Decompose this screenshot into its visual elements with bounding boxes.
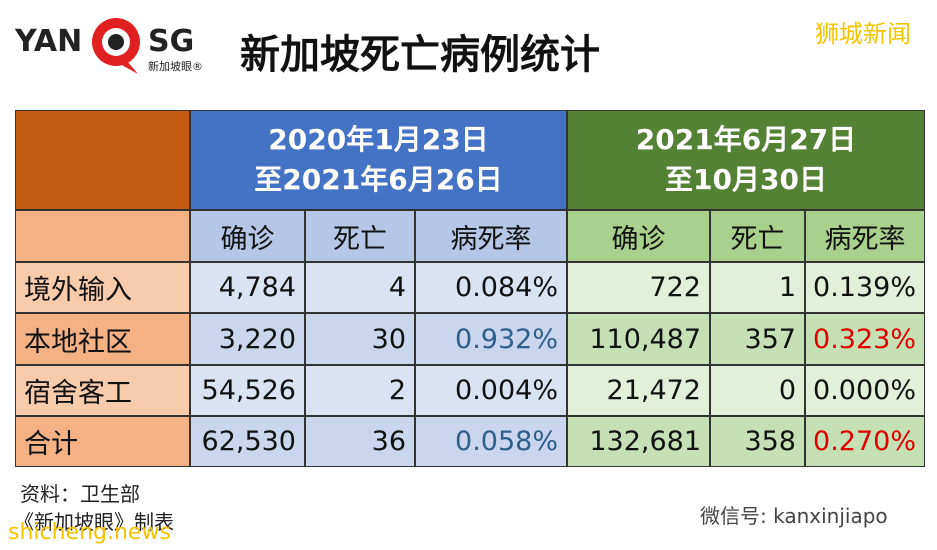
- column-label: 死亡: [730, 223, 785, 255]
- data-cell: 0.004%: [415, 365, 567, 416]
- data-cell: 358: [710, 416, 805, 467]
- period-header: 2021年6月27日 至10月30日: [567, 110, 925, 210]
- column-header: 死亡: [305, 210, 415, 262]
- cell-value: 357: [744, 323, 796, 355]
- data-cell: 3,220: [190, 313, 305, 365]
- cell-value: 0.058%: [455, 426, 558, 457]
- row-label-cell: 宿舍客工: [15, 365, 190, 416]
- cell-value: 0.084%: [455, 272, 558, 303]
- data-cell: 357: [710, 313, 805, 365]
- logo-icon: [92, 18, 140, 74]
- cell-value: 1: [778, 272, 796, 303]
- data-cell: 0.058%: [415, 416, 567, 467]
- cell-value: 0: [778, 375, 796, 406]
- row-label-cell: 本地社区: [15, 313, 190, 365]
- period-line: 2020年1月23日: [268, 123, 489, 156]
- row-label-cell: 合计: [15, 416, 190, 467]
- data-cell: 0.323%: [805, 313, 925, 365]
- column-label: 病死率: [824, 223, 906, 255]
- data-cell: 62,530: [190, 416, 305, 467]
- title: 新加坡死亡病例统计: [240, 32, 600, 78]
- data-cell: 0.932%: [415, 313, 567, 365]
- data-cell: 0.139%: [805, 262, 925, 313]
- period-line: 至10月30日: [665, 163, 827, 196]
- footer-maker: 《新加坡眼》制表: [14, 510, 174, 534]
- row-label: 境外输入: [24, 275, 132, 306]
- watermark: 狮城新闻: [815, 20, 911, 48]
- cell-value: 30: [371, 323, 406, 355]
- data-cell: 21,472: [567, 365, 710, 416]
- data-cell: 1: [710, 262, 805, 313]
- cell-value: 0.139%: [813, 272, 916, 303]
- logo-right: SG: [148, 24, 195, 59]
- data-cell: 4,784: [190, 262, 305, 313]
- footer-wechat: 微信号: kanxinjiapo: [700, 504, 888, 528]
- data-cell: 2: [305, 365, 415, 416]
- logo-sub: 新加坡眼®: [148, 60, 203, 73]
- column-header: 确诊: [567, 210, 710, 262]
- row-label: 宿舍客工: [24, 378, 132, 409]
- cell-value: 0.004%: [455, 375, 558, 406]
- footer-site: shicheng.news: [8, 520, 171, 545]
- column-label: 病死率: [450, 223, 532, 255]
- cell-value: 36: [371, 426, 406, 457]
- data-cell: 0.270%: [805, 416, 925, 467]
- data-cell: 722: [567, 262, 710, 313]
- data-cell: 110,487: [567, 313, 710, 365]
- period-header: 2020年1月23日 至2021年6月26日: [190, 110, 567, 210]
- period-line: 2021年6月27日: [635, 123, 857, 156]
- cell-value: 110,487: [589, 323, 701, 355]
- cell-value: 0.932%: [455, 323, 558, 355]
- data-cell: 0.000%: [805, 365, 925, 416]
- cell-value: 62,530: [201, 426, 296, 457]
- cell-value: 21,472: [606, 375, 701, 406]
- footer-source: 资料：卫生部: [20, 482, 140, 506]
- cell-value: 54,526: [201, 375, 296, 406]
- data-cell: 4: [305, 262, 415, 313]
- column-label: 确诊: [220, 223, 275, 255]
- cell-value: 4,784: [218, 272, 296, 303]
- cell-value: 358: [744, 426, 796, 457]
- data-cell: 132,681: [567, 416, 710, 467]
- column-header: 死亡: [710, 210, 805, 262]
- cell-value: 3,220: [218, 323, 296, 355]
- data-cell: 54,526: [190, 365, 305, 416]
- period-line: 至2021年6月26日: [254, 163, 503, 196]
- cell-value: 0.000%: [813, 375, 916, 406]
- column-header: 病死率: [805, 210, 925, 262]
- cell-value: 722: [649, 272, 701, 303]
- column-header: 确诊: [190, 210, 305, 262]
- cell-value: 0.270%: [813, 426, 916, 457]
- blank-cell: [15, 210, 190, 262]
- row-label: 合计: [24, 429, 78, 460]
- corner-cell: [15, 110, 190, 210]
- row-label: 本地社区: [24, 326, 132, 358]
- row-label-cell: 境外输入: [15, 262, 190, 313]
- cell-value: 4: [388, 272, 406, 303]
- data-cell: 36: [305, 416, 415, 467]
- column-label: 死亡: [333, 223, 387, 255]
- column-label: 确诊: [611, 223, 666, 255]
- logo-left: YAN: [15, 24, 83, 59]
- data-cell: 30: [305, 313, 415, 365]
- cell-value: 2: [388, 375, 406, 406]
- data-cell: 0.084%: [415, 262, 567, 313]
- column-header: 病死率: [415, 210, 567, 262]
- cell-value: 132,681: [589, 426, 701, 457]
- data-cell: 0: [710, 365, 805, 416]
- cell-value: 0.323%: [813, 323, 916, 355]
